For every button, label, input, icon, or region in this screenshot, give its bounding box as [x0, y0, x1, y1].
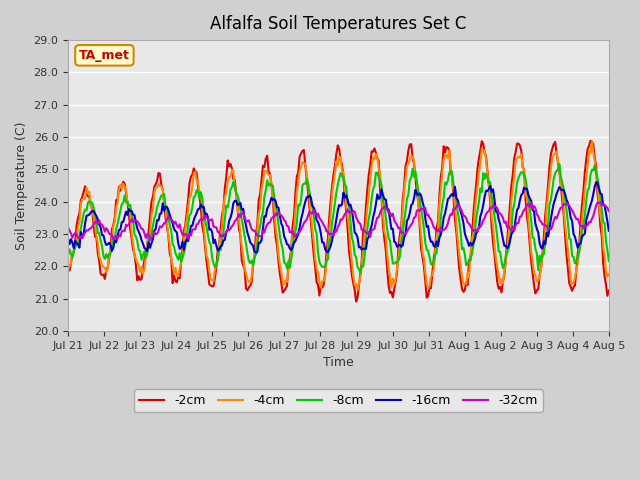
- -4cm: [604, 274, 611, 279]
- -8cm: [532, 246, 540, 252]
- -2cm: [342, 208, 350, 214]
- -16cm: [451, 184, 459, 190]
- -4cm: [451, 203, 459, 208]
- -2cm: [604, 293, 611, 299]
- -32cm: [100, 225, 108, 230]
- -4cm: [100, 264, 108, 270]
- -16cm: [592, 180, 600, 185]
- -4cm: [532, 273, 540, 278]
- -2cm: [587, 138, 595, 144]
- -16cm: [532, 221, 540, 227]
- Legend: -2cm, -4cm, -8cm, -16cm, -32cm: -2cm, -4cm, -8cm, -16cm, -32cm: [134, 389, 543, 412]
- -8cm: [605, 258, 612, 264]
- -32cm: [532, 205, 540, 211]
- -8cm: [604, 248, 611, 253]
- Y-axis label: Soil Temperature (C): Soil Temperature (C): [15, 121, 28, 250]
- -2cm: [352, 299, 360, 304]
- -4cm: [342, 202, 350, 207]
- -8cm: [356, 271, 364, 276]
- -8cm: [100, 253, 108, 259]
- -2cm: [605, 288, 612, 293]
- -2cm: [451, 216, 459, 222]
- -4cm: [83, 185, 90, 191]
- -32cm: [604, 205, 611, 211]
- -16cm: [604, 218, 611, 224]
- -4cm: [354, 287, 362, 293]
- -16cm: [83, 213, 90, 219]
- Line: -16cm: -16cm: [68, 182, 609, 252]
- X-axis label: Time: Time: [323, 356, 354, 369]
- -8cm: [83, 208, 90, 214]
- -16cm: [344, 197, 351, 203]
- -32cm: [344, 206, 351, 212]
- Line: -8cm: -8cm: [68, 164, 609, 274]
- -16cm: [64, 236, 72, 242]
- -8cm: [556, 161, 563, 167]
- -2cm: [83, 192, 90, 197]
- -32cm: [605, 208, 612, 214]
- Line: -4cm: -4cm: [68, 142, 609, 290]
- Line: -32cm: -32cm: [68, 202, 609, 240]
- Text: TA_met: TA_met: [79, 49, 130, 62]
- -16cm: [100, 232, 108, 238]
- -8cm: [64, 252, 72, 258]
- -32cm: [146, 238, 154, 243]
- -4cm: [64, 266, 72, 272]
- -16cm: [252, 250, 260, 255]
- -2cm: [100, 272, 108, 277]
- -2cm: [532, 290, 540, 296]
- -8cm: [342, 184, 350, 190]
- -16cm: [605, 228, 612, 234]
- -32cm: [451, 206, 459, 212]
- -32cm: [596, 199, 604, 205]
- Title: Alfalfa Soil Temperatures Set C: Alfalfa Soil Temperatures Set C: [211, 15, 467, 33]
- -32cm: [83, 228, 90, 233]
- -4cm: [605, 271, 612, 277]
- -8cm: [451, 185, 459, 191]
- -32cm: [64, 225, 72, 230]
- -4cm: [588, 139, 596, 144]
- -2cm: [64, 267, 72, 273]
- Line: -2cm: -2cm: [68, 141, 609, 301]
